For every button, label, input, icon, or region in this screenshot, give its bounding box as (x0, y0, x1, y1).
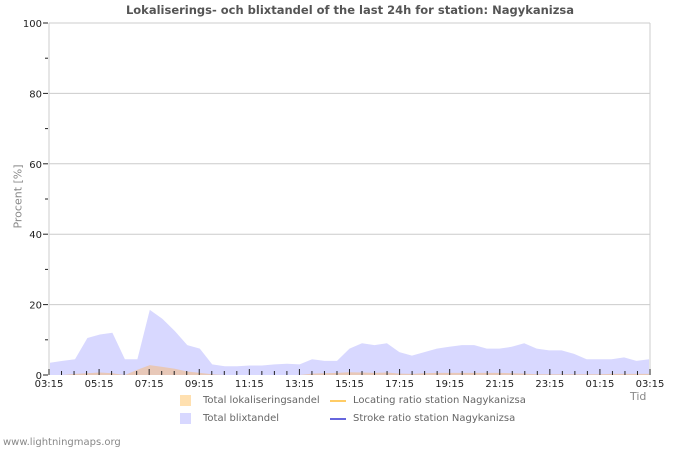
legend-label: Stroke ratio station Nagykanizsa (353, 413, 516, 424)
svg-text:11:15: 11:15 (235, 379, 264, 390)
x-axis-label: Tid (630, 390, 647, 403)
gridlines (49, 22, 650, 306)
svg-text:03:15: 03:15 (636, 379, 665, 390)
plot-frame (48, 22, 651, 375)
legend-swatch-line (330, 418, 346, 420)
svg-text:01:15: 01:15 (586, 379, 615, 390)
footer-credit: www.lightningmaps.org (3, 437, 121, 448)
legend-label: Total blixtandel (203, 413, 280, 424)
svg-text:07:15: 07:15 (135, 379, 164, 390)
y-axis-ticks: 0 20 40 60 80 100 (23, 19, 48, 382)
svg-text:05:15: 05:15 (85, 379, 114, 390)
legend-swatch-box (180, 413, 191, 424)
legend-swatch-line (330, 400, 346, 402)
svg-text:100: 100 (23, 19, 42, 30)
legend-swatch-box (180, 395, 191, 406)
svg-text:23:15: 23:15 (535, 379, 564, 390)
legend-label: Locating ratio station Nagykanizsa (353, 395, 526, 406)
svg-text:40: 40 (29, 230, 42, 241)
x-axis-ticks: 03:15 05:15 07:15 09:15 11:15 13:15 15:15 17:15… (35, 369, 665, 390)
svg-text:19:15: 19:15 (435, 379, 464, 390)
svg-text:15:15: 15:15 (335, 379, 364, 390)
svg-text:60: 60 (29, 160, 42, 171)
chart-title: Lokaliserings- och blixtandel of the las… (125, 3, 575, 17)
svg-text:20: 20 (29, 301, 42, 312)
data-areas (50, 309, 649, 375)
svg-text:80: 80 (29, 89, 42, 100)
legend-label: Total lokaliseringsandel (203, 395, 320, 406)
svg-text:03:15: 03:15 (35, 379, 64, 390)
svg-text:0: 0 (36, 371, 42, 382)
svg-text:21:15: 21:15 (485, 379, 514, 390)
svg-text:09:15: 09:15 (185, 379, 214, 390)
svg-text:17:15: 17:15 (385, 379, 414, 390)
svg-text:13:15: 13:15 (285, 379, 314, 390)
